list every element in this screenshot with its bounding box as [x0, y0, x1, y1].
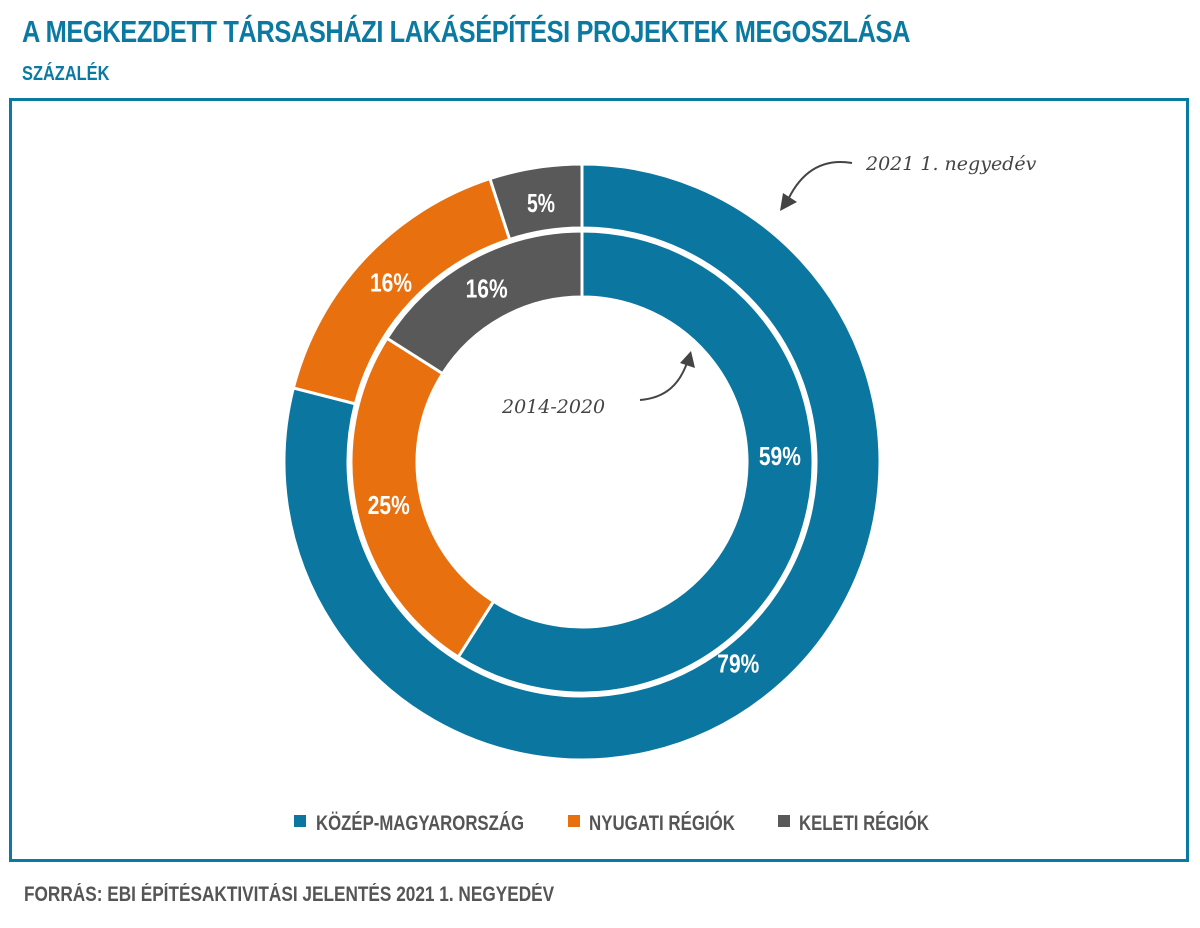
- inner-annotation-arrow: [639, 359, 689, 401]
- chart-title: A MEGKEZDETT TÁRSASHÁZI LAKÁSÉPÍTÉSI PRO…: [22, 14, 911, 49]
- outer-annotation-arrowhead: [780, 193, 797, 211]
- inner-label-kozep: 59%: [759, 441, 801, 471]
- outer-label-keleti: 5%: [527, 188, 555, 218]
- legend-swatch-kozep: [294, 815, 306, 827]
- legend-swatch-nyugati: [568, 815, 580, 827]
- outer-ring: [282, 162, 882, 762]
- legend-label-nyugati: NYUGATI RÉGIÓK: [589, 811, 735, 835]
- outer-annotation-arrow: [785, 161, 853, 205]
- inner-ring-annotation: 2014-2020: [501, 396, 605, 418]
- legend-swatch-keleti: [778, 815, 790, 827]
- chart-subtitle: SZÁZALÉK: [22, 63, 110, 85]
- chart-frame: [9, 98, 1189, 862]
- outer-slice-kozep: [282, 162, 882, 762]
- inner-label-nyugati: 25%: [368, 490, 410, 520]
- inner-annotation-arrowhead: [680, 351, 695, 368]
- legend-label-keleti: KELETI RÉGIÓK: [799, 811, 929, 835]
- slice-labels: 79% 16% 5% 59% 25% 16%: [368, 188, 801, 678]
- source-note: FORRÁS: EBI ÉPÍTÉSAKTIVITÁSI JELENTÉS 20…: [24, 883, 555, 906]
- inner-slice-keleti: [384, 229, 584, 376]
- inner-ring: [349, 229, 815, 695]
- inner-label-keleti: 16%: [466, 273, 508, 303]
- legend-label-kozep: KÖZÉP-MAGYARORSZÁG: [316, 812, 524, 835]
- inner-slice-kozep: [456, 229, 815, 695]
- outer-label-kozep: 79%: [717, 648, 759, 678]
- outer-slice-keleti: [488, 162, 584, 242]
- outer-label-nyugati: 16%: [370, 268, 412, 298]
- outer-ring-annotation: 2021 1. negyedév: [865, 153, 1037, 175]
